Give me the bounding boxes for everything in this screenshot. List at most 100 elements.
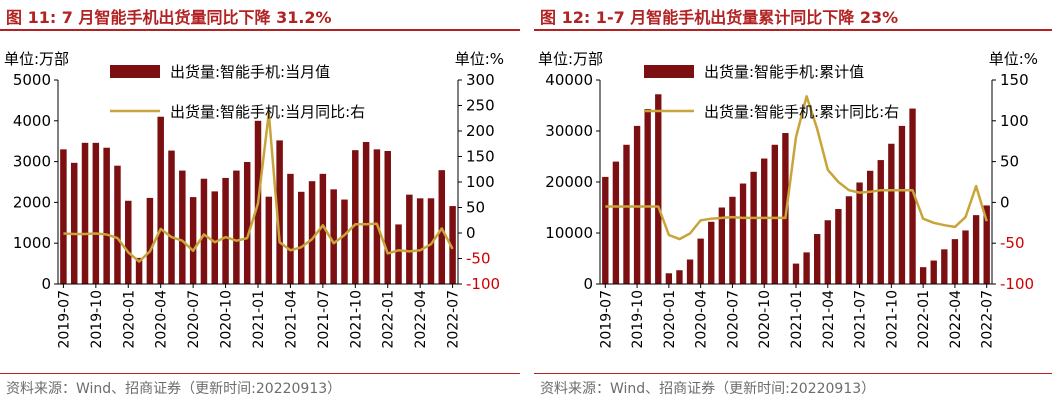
bar bbox=[200, 178, 208, 284]
bar bbox=[308, 181, 316, 284]
bar bbox=[845, 196, 853, 284]
bar bbox=[233, 170, 240, 284]
bar bbox=[146, 197, 154, 284]
bar bbox=[114, 165, 121, 284]
right-tick-label: 300 bbox=[466, 71, 495, 89]
x-tick-label: 2021-10 bbox=[884, 290, 900, 349]
bar bbox=[395, 224, 402, 284]
x-tick-label: 2022-07 bbox=[446, 290, 462, 349]
title-divider bbox=[534, 29, 1052, 31]
line-series bbox=[63, 111, 454, 263]
bar bbox=[70, 162, 78, 284]
bar bbox=[803, 252, 810, 284]
left-tick-label: 0 bbox=[41, 275, 51, 293]
bar bbox=[602, 176, 609, 284]
right-tick-label: 100 bbox=[466, 173, 495, 191]
bar bbox=[866, 170, 874, 284]
bar bbox=[835, 209, 842, 284]
legend-bar-swatch bbox=[110, 65, 160, 78]
left-tick-label: 30000 bbox=[545, 122, 593, 140]
bar bbox=[761, 158, 768, 284]
bar bbox=[157, 116, 164, 284]
right-tick-label: 50 bbox=[1000, 153, 1019, 171]
chart-smartphone-cumulative: 单位:万部 单位:% 0 10000 20000 30000 40000 -100 -50 0 50… bbox=[538, 50, 1038, 349]
bar bbox=[319, 173, 327, 284]
bar bbox=[384, 150, 391, 284]
bar bbox=[655, 94, 662, 284]
x-tick-label: 2022-01 bbox=[916, 290, 932, 349]
bar bbox=[265, 196, 273, 284]
bar bbox=[729, 196, 736, 284]
bar bbox=[330, 189, 337, 284]
bar bbox=[665, 273, 673, 284]
right-tick-label: -50 bbox=[1000, 234, 1025, 252]
x-tick-label: 2020-10 bbox=[757, 290, 773, 349]
bar bbox=[697, 238, 704, 284]
left-tick-label: 1000 bbox=[13, 234, 51, 252]
right-tick-label: 150 bbox=[1000, 71, 1029, 89]
bar bbox=[909, 108, 916, 284]
right-tick-label: 250 bbox=[466, 97, 495, 115]
bar bbox=[718, 207, 726, 284]
bar bbox=[771, 144, 778, 284]
left-tick-label: 3000 bbox=[13, 153, 51, 171]
bar bbox=[416, 198, 424, 284]
bar bbox=[824, 220, 831, 284]
x-tick-label: 2020-04 bbox=[694, 290, 710, 349]
bar bbox=[930, 260, 937, 284]
x-tick-label: 2019-10 bbox=[89, 290, 105, 349]
bar bbox=[983, 205, 990, 284]
chart-title: 图 11: 7 月智能手机出货量同比下降 31.2% bbox=[6, 8, 332, 27]
bar bbox=[449, 206, 456, 284]
bar bbox=[60, 149, 67, 284]
bar bbox=[951, 239, 959, 284]
x-tick-label: 2021-01 bbox=[789, 290, 805, 349]
bar bbox=[919, 267, 927, 284]
x-tick-label: 2020-07 bbox=[725, 290, 741, 349]
chart-smartphone-monthly: 单位:万部 单位:% 0 1000 2000 3000 4000 5000 -100 -50 0 50… bbox=[4, 50, 504, 349]
left-tick-label: 5000 bbox=[13, 71, 51, 89]
right-tick-label: 150 bbox=[466, 148, 495, 166]
bar bbox=[877, 160, 884, 284]
bar bbox=[941, 249, 948, 284]
left-tick-label: 20000 bbox=[545, 173, 593, 191]
bar bbox=[168, 150, 175, 284]
right-tick-label: -100 bbox=[466, 275, 500, 293]
right-tick-label: 0 bbox=[1000, 193, 1010, 211]
bar bbox=[179, 170, 186, 284]
legend-line-label: 出货量:智能手机:累计同比:右 bbox=[704, 103, 899, 121]
source-divider bbox=[0, 373, 520, 374]
right-tick-label: -50 bbox=[466, 250, 491, 268]
x-tick-label: 2022-04 bbox=[948, 290, 964, 349]
bar bbox=[962, 230, 969, 284]
x-tick-label: 2020-01 bbox=[121, 290, 137, 349]
left-axis-unit: 单位:万部 bbox=[538, 50, 603, 68]
right-axis-unit: 单位:% bbox=[989, 50, 1038, 68]
right-axis-unit: 单位:% bbox=[455, 50, 504, 68]
bar bbox=[81, 142, 89, 284]
source-note: 资料来源：Wind、招商证券（更新时间:20220913） bbox=[6, 381, 342, 397]
bar bbox=[888, 143, 895, 284]
legend-bar-label: 出货量:智能手机:累计值 bbox=[704, 63, 864, 81]
right-tick-label: 0 bbox=[466, 224, 476, 242]
title-divider bbox=[0, 29, 520, 31]
left-tick-label: 40000 bbox=[545, 71, 593, 89]
bar bbox=[814, 234, 821, 284]
source-note: 资料来源：Wind、招商证券（更新时间:20220913） bbox=[540, 381, 876, 397]
x-tick-label: 2020-10 bbox=[219, 290, 235, 349]
bar bbox=[243, 162, 251, 284]
bar bbox=[686, 259, 694, 284]
panel-left: 图 11: 7 月智能手机出货量同比下降 31.2% 单位:万部 单位:% 0 100… bbox=[0, 0, 520, 402]
bar bbox=[438, 170, 446, 284]
bar bbox=[211, 191, 218, 284]
bar bbox=[406, 194, 413, 284]
bar bbox=[612, 161, 620, 284]
bar bbox=[750, 171, 757, 284]
x-tick-label: 2021-10 bbox=[348, 290, 364, 349]
source-divider bbox=[534, 373, 1052, 374]
x-tick-label: 2021-04 bbox=[283, 290, 299, 349]
x-tick-label: 2021-01 bbox=[251, 290, 267, 349]
bar bbox=[298, 191, 305, 284]
bar bbox=[739, 183, 747, 284]
bar bbox=[287, 173, 294, 284]
